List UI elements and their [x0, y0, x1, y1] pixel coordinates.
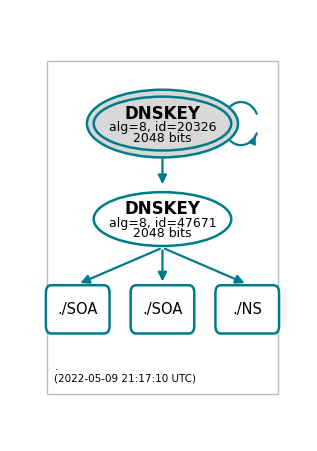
Text: ./NS: ./NS — [232, 302, 262, 317]
Text: ./SOA: ./SOA — [142, 302, 183, 317]
Text: DNSKEY: DNSKEY — [125, 200, 200, 218]
Text: .: . — [55, 362, 58, 372]
Text: DNSKEY: DNSKEY — [125, 105, 200, 123]
Ellipse shape — [94, 192, 231, 246]
Text: ./SOA: ./SOA — [57, 302, 98, 317]
Ellipse shape — [94, 97, 231, 151]
Text: alg=8, id=20326: alg=8, id=20326 — [109, 121, 216, 134]
Text: 2048 bits: 2048 bits — [133, 227, 192, 240]
Text: alg=8, id=47671: alg=8, id=47671 — [109, 217, 216, 230]
FancyBboxPatch shape — [46, 285, 109, 333]
Ellipse shape — [87, 90, 238, 157]
FancyBboxPatch shape — [216, 285, 279, 333]
FancyBboxPatch shape — [131, 285, 194, 333]
Text: 2048 bits: 2048 bits — [133, 132, 192, 145]
Text: (2022-05-09 21:17:10 UTC): (2022-05-09 21:17:10 UTC) — [55, 374, 196, 384]
